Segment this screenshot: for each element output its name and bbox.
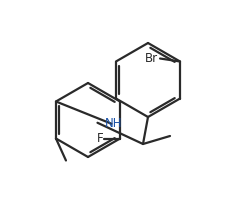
Text: Br: Br	[144, 52, 157, 65]
Text: NH: NH	[104, 117, 121, 130]
Text: F: F	[96, 132, 103, 145]
